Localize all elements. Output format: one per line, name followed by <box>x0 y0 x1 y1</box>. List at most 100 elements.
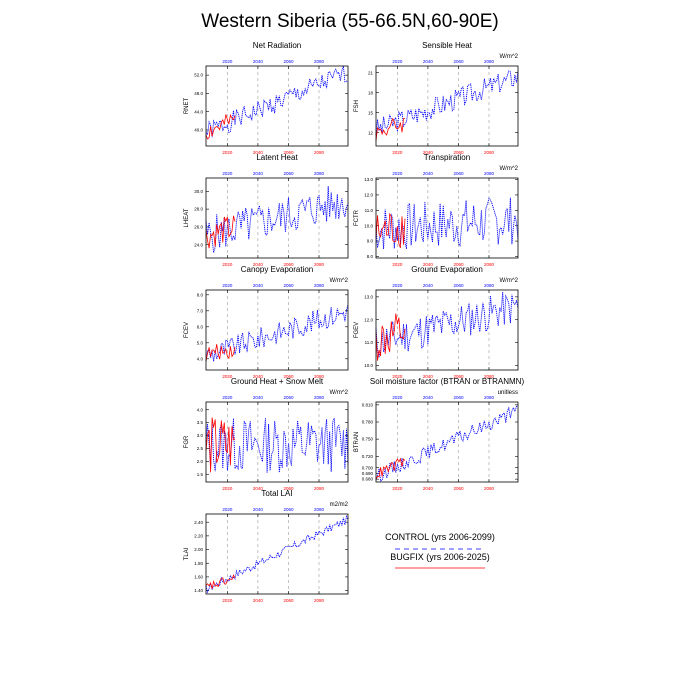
y-tick-label: 30.0 <box>194 189 203 194</box>
x-tick-bottom: 2080 <box>314 150 325 155</box>
x-tick-top: 2080 <box>314 171 325 176</box>
plot-frame <box>205 65 349 147</box>
y-tick-label: 12.0 <box>364 317 373 322</box>
x-tick-top: 2060 <box>453 395 464 400</box>
y-tick-label: 3.5 <box>197 420 204 425</box>
panel-title: Canopy Evaporation <box>241 265 314 274</box>
series-control-line <box>205 65 349 138</box>
x-tick-bottom: 2040 <box>253 486 264 491</box>
series-control-line <box>375 291 519 359</box>
x-tick-top: 2020 <box>222 171 233 176</box>
y-tick-label: 3.0 <box>197 433 204 438</box>
x-tick-bottom: 2080 <box>484 486 495 491</box>
y-tick-label: 5.0 <box>197 340 204 345</box>
x-tick-top: 2060 <box>453 283 464 288</box>
series-control-line <box>205 514 349 594</box>
x-tick-top: 2020 <box>222 507 233 512</box>
series-control-line <box>205 417 349 473</box>
x-tick-bottom: 2060 <box>283 150 294 155</box>
series-bugfix-line <box>375 117 405 142</box>
panel-4: Transpiration W/m^2 FCTR 2020 2020 2040 2040 20… <box>354 153 519 267</box>
x-tick-bottom: 2040 <box>253 598 264 603</box>
x-tick-top: 2040 <box>253 395 264 400</box>
y-tick-label: 0.780 <box>362 420 374 425</box>
x-tick-bottom: 2020 <box>392 486 403 491</box>
y-axis-label: FSH <box>354 100 360 112</box>
x-tick-bottom: 2020 <box>222 262 233 267</box>
panel-title: Transpiration <box>424 153 470 162</box>
y-tick-label: 0.750 <box>362 437 374 442</box>
legend-control-label: CONTROL (yrs 2006-2099) <box>385 532 495 542</box>
x-tick-bottom: 2020 <box>222 598 233 603</box>
x-tick-top: 2020 <box>392 59 403 64</box>
x-tick-top: 2080 <box>484 171 495 176</box>
x-tick-top: 2020 <box>392 395 403 400</box>
legend-bugfix-label: BUGFIX (yrs 2006-2025) <box>390 552 490 562</box>
x-tick-top: 2080 <box>314 507 325 512</box>
y-tick-label: 13.0 <box>364 294 373 299</box>
panel-1: Net Radiation RNET 2020 2020 2040 2040 2060 206… <box>184 41 349 155</box>
y-tick-label: 52.0 <box>194 73 203 78</box>
y-axis-label: LHEAT <box>184 208 190 227</box>
y-tick-label: 48.0 <box>194 91 203 96</box>
series-bugfix-line <box>205 344 236 361</box>
x-tick-top: 2040 <box>423 283 434 288</box>
x-tick-top: 2020 <box>222 283 233 288</box>
x-tick-bottom: 2020 <box>392 150 403 155</box>
panel-9: Total LAI m2/m2 TLAI 2020 2020 2040 2040 2060 20… <box>184 489 349 603</box>
y-tick-label: 2.20 <box>194 533 203 538</box>
panel-title: Sensible Heat <box>422 41 473 50</box>
y-tick-label: 1.5 <box>197 472 204 477</box>
panel-title: Net Radiation <box>253 41 301 50</box>
panel-title: Total LAI <box>261 489 292 498</box>
x-tick-top: 2060 <box>453 171 464 176</box>
x-tick-bottom: 2040 <box>253 374 264 379</box>
y-tick-label: 0.680 <box>362 477 374 482</box>
x-tick-top: 2040 <box>423 395 434 400</box>
y-tick-label: 11.0 <box>365 208 374 213</box>
x-tick-top: 2040 <box>253 283 264 288</box>
x-tick-top: 2080 <box>484 59 495 64</box>
x-tick-top: 2020 <box>392 171 403 176</box>
x-tick-top: 2060 <box>283 171 294 176</box>
x-tick-bottom: 2080 <box>484 150 495 155</box>
y-tick-label: 18 <box>368 90 374 95</box>
panel-2: Sensible Heat W/m^2 FSH 2020 2020 2040 2040 206… <box>354 41 519 155</box>
y-tick-label: 0.700 <box>362 465 374 470</box>
units-label: W/m^2 <box>500 166 519 172</box>
y-tick-label: 12 <box>368 130 374 135</box>
y-tick-label: 2.40 <box>194 520 203 525</box>
y-tick-label: 0.690 <box>362 471 374 476</box>
x-tick-bottom: 2020 <box>222 486 233 491</box>
y-tick-label: 4.0 <box>197 356 204 361</box>
units-label: W/m^2 <box>330 390 349 396</box>
y-tick-label: 2.5 <box>197 446 204 451</box>
y-tick-label: 1.40 <box>194 588 203 593</box>
panel-title: Ground Heat + Snow Melt <box>231 377 324 386</box>
x-tick-bottom: 2060 <box>283 486 294 491</box>
y-tick-label: 1.60 <box>194 575 203 580</box>
y-tick-label: 1.80 <box>194 561 203 566</box>
series-bugfix-line <box>205 574 236 589</box>
y-tick-label: 9.0 <box>367 239 374 244</box>
x-tick-bottom: 2020 <box>222 150 233 155</box>
y-axis-label: RNET <box>184 98 190 115</box>
panel-7: Ground Heat + Snow Melt W/m^2 FGR 2020 2020 2… <box>184 377 349 491</box>
x-tick-bottom: 2020 <box>222 374 233 379</box>
x-tick-bottom: 2040 <box>253 150 264 155</box>
y-tick-label: 8.0 <box>197 292 204 297</box>
units-label: unitless <box>498 390 518 396</box>
x-tick-bottom: 2040 <box>423 150 434 155</box>
series-control-line <box>205 186 349 253</box>
plot-frame <box>375 401 519 483</box>
x-tick-bottom: 2080 <box>484 374 495 379</box>
units-label: W/m^2 <box>330 278 349 284</box>
x-tick-bottom: 2060 <box>453 486 464 491</box>
plot-frame <box>375 289 519 371</box>
x-tick-bottom: 2060 <box>283 374 294 379</box>
x-tick-bottom: 2080 <box>484 262 495 267</box>
series-bugfix-line <box>375 313 406 361</box>
y-tick-label: 21 <box>368 70 374 75</box>
series-control-line <box>375 197 519 250</box>
y-tick-label: 2.0 <box>197 459 204 464</box>
